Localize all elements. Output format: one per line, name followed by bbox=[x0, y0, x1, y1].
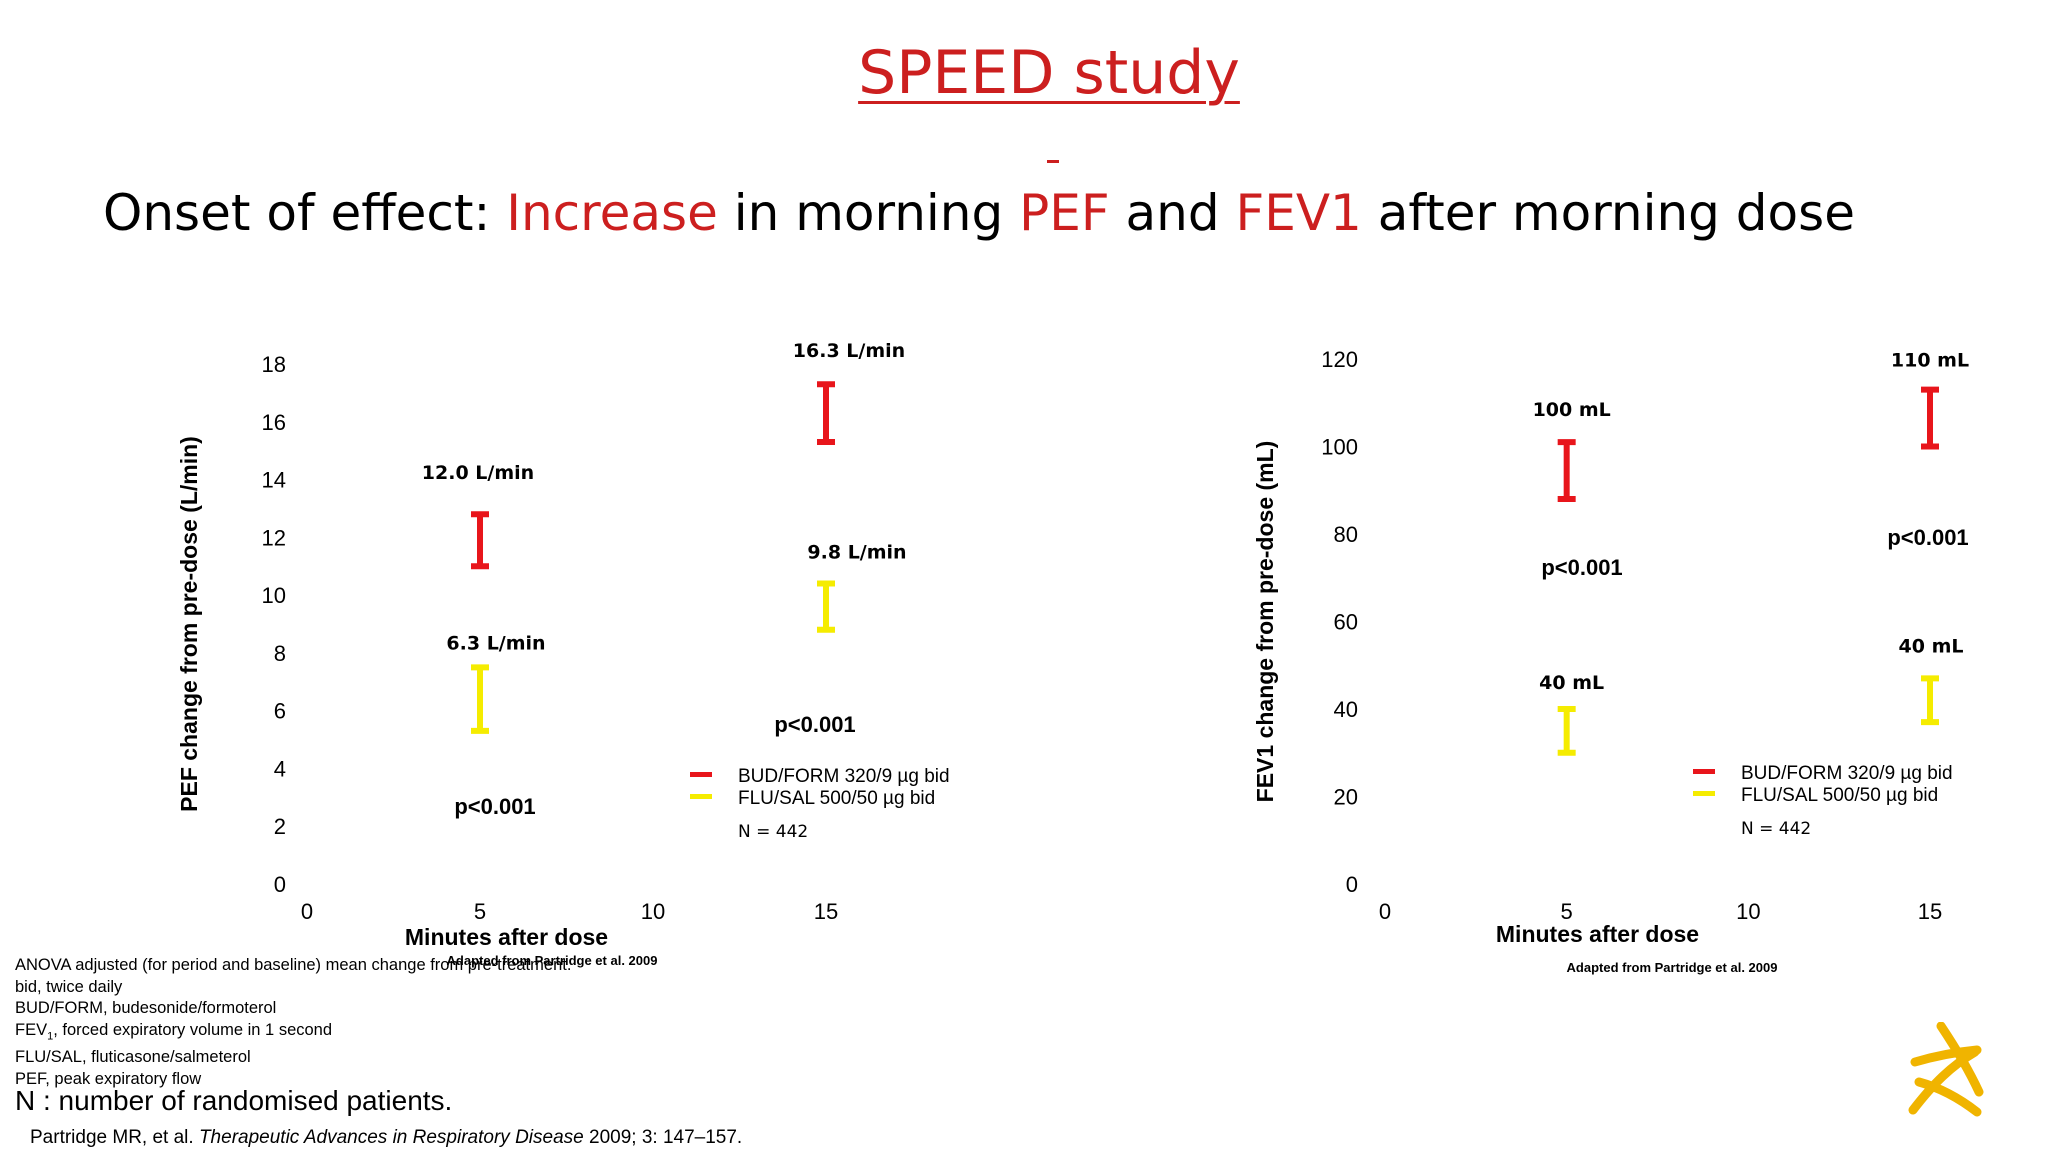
data-label: 110 mL bbox=[1891, 350, 1969, 372]
error-bar bbox=[1921, 386, 1939, 450]
p-value: p<0.001 bbox=[1887, 525, 1968, 550]
legend-swatch bbox=[690, 794, 712, 799]
citation-authors: Partridge MR, et al. bbox=[30, 1127, 199, 1148]
data-label: 12.0 L/min bbox=[422, 462, 534, 484]
footnote: bid, twice daily bbox=[15, 977, 123, 996]
x-tick-label: 15 bbox=[814, 899, 838, 924]
subtitle-part: in morning bbox=[717, 184, 1020, 242]
y-tick-label: 100 bbox=[1321, 435, 1358, 460]
footnote: FLU/SAL, fluticasone/salmeterol bbox=[15, 1048, 251, 1067]
subtitle-highlight: Increase bbox=[506, 184, 718, 242]
y-tick-label: 0 bbox=[274, 872, 286, 897]
p-value: p<0.001 bbox=[1541, 555, 1622, 580]
footnotes: ANOVA adjusted (for period and baseline)… bbox=[15, 955, 571, 1090]
y-tick-label: 60 bbox=[1334, 610, 1358, 635]
error-bar bbox=[471, 664, 489, 734]
subtitle-highlight: PEF bbox=[1019, 184, 1110, 242]
decorative-dash bbox=[1047, 160, 1059, 163]
x-axis-label: Minutes after dose bbox=[1496, 921, 1699, 947]
p-value: p<0.001 bbox=[454, 794, 535, 819]
data-label: 16.3 L/min bbox=[793, 340, 905, 362]
footnote: ANOVA adjusted (for period and baseline)… bbox=[15, 956, 572, 974]
legend-label: BUD/FORM 320/9 µg bid bbox=[738, 766, 950, 787]
y-tick-label: 12 bbox=[262, 525, 286, 550]
data-label: 6.3 L/min bbox=[446, 632, 545, 654]
y-tick-label: 10 bbox=[262, 583, 286, 608]
data-label: 100 mL bbox=[1533, 399, 1611, 421]
x-tick-label: 0 bbox=[1379, 899, 1391, 924]
footnote: BUD/FORM, budesonide/formoterol bbox=[15, 999, 277, 1017]
x-tick-label: 0 bbox=[301, 899, 313, 924]
x-axis-label: Minutes after dose bbox=[405, 924, 608, 950]
slide-title: SPEED study bbox=[858, 38, 1240, 108]
error-bar bbox=[817, 381, 835, 445]
legend-label: FLU/SAL 500/50 µg bid bbox=[738, 788, 935, 809]
slide-subtitle: Onset of effect: Increase in morning PEF… bbox=[103, 184, 1855, 242]
error-bar bbox=[817, 580, 835, 633]
x-tick-label: 5 bbox=[474, 899, 486, 924]
x-tick-label: 10 bbox=[1736, 899, 1760, 924]
subtitle-part: after morning dose bbox=[1361, 184, 1855, 242]
error-bar bbox=[1921, 675, 1939, 726]
y-tick-label: 18 bbox=[262, 352, 286, 377]
legend-swatch bbox=[690, 772, 712, 777]
subtitle-highlight: FEV1 bbox=[1235, 184, 1362, 242]
data-label: 40 mL bbox=[1899, 635, 1964, 657]
citation: Partridge MR, et al. Therapeutic Advance… bbox=[30, 1127, 742, 1149]
y-tick-label: 6 bbox=[274, 699, 286, 724]
x-tick-label: 5 bbox=[1561, 899, 1573, 924]
n-note: N : number of randomised patients. bbox=[15, 1085, 453, 1116]
data-label: 9.8 L/min bbox=[807, 542, 906, 564]
footnote: PEF, peak expiratory flow bbox=[15, 1069, 202, 1088]
y-tick-label: 8 bbox=[274, 641, 286, 666]
y-tick-label: 20 bbox=[1334, 785, 1358, 810]
legend-swatch bbox=[1693, 791, 1715, 796]
company-logo-icon bbox=[1908, 1022, 1984, 1117]
footnote: FEV1, forced expiratory volume in 1 seco… bbox=[15, 1020, 333, 1042]
error-bar bbox=[471, 511, 489, 570]
citation-journal: Therapeutic Advances in Respiratory Dise… bbox=[198, 1127, 584, 1148]
legend-label: BUD/FORM 320/9 µg bid bbox=[1741, 763, 1953, 784]
y-tick-label: 80 bbox=[1334, 522, 1358, 547]
source-note: Adapted from Partridge et al. 2009 bbox=[1567, 960, 1778, 975]
subtitle-part: Onset of effect: bbox=[103, 184, 507, 242]
error-bar bbox=[1557, 439, 1576, 502]
y-tick-label: 16 bbox=[262, 410, 286, 435]
citation-rest: 2009; 3: 147–157. bbox=[583, 1127, 743, 1148]
y-tick-label: 2 bbox=[274, 814, 286, 839]
y-axis-label: PEF change from pre-dose (L/min) bbox=[176, 436, 202, 812]
y-axis-label: FEV1 change from pre-dose (mL) bbox=[1252, 441, 1278, 803]
p-value: p<0.001 bbox=[774, 712, 855, 737]
legend-swatch bbox=[1693, 769, 1715, 774]
sample-size: N = 442 bbox=[738, 822, 808, 842]
subtitle-part: and bbox=[1109, 184, 1236, 242]
y-tick-label: 14 bbox=[262, 468, 286, 493]
sample-size: N = 442 bbox=[1741, 819, 1811, 839]
x-tick-label: 10 bbox=[641, 899, 665, 924]
source-note: Adapted from Partridge et al. 2009 bbox=[447, 953, 658, 968]
y-tick-label: 4 bbox=[274, 756, 286, 781]
y-tick-label: 0 bbox=[1346, 872, 1358, 897]
legend-label: FLU/SAL 500/50 µg bid bbox=[1741, 785, 1938, 806]
y-tick-label: 40 bbox=[1334, 697, 1358, 722]
error-bar bbox=[1557, 706, 1576, 756]
data-label: 40 mL bbox=[1539, 672, 1604, 694]
y-tick-label: 120 bbox=[1321, 347, 1358, 372]
x-tick-label: 15 bbox=[1918, 899, 1942, 924]
